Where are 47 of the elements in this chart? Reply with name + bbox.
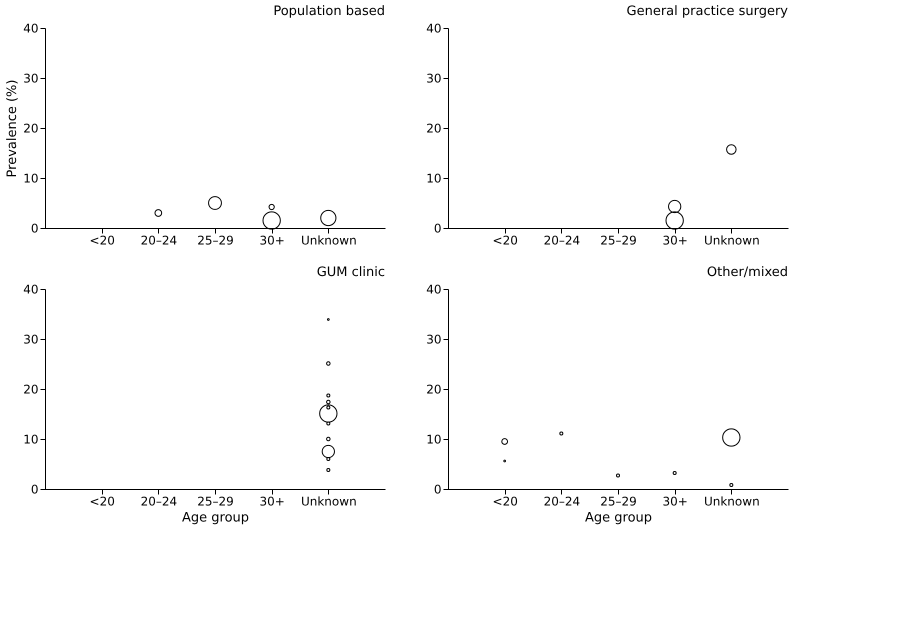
y-tick-label: 40	[426, 22, 442, 36]
x-tick-label: 30+	[662, 494, 688, 508]
x-tick-label: 30+	[260, 234, 285, 248]
y-tick-label: 10	[23, 172, 38, 186]
y-axis-title: Prevalence (%)	[5, 80, 20, 178]
y-tick-label: 40	[426, 282, 442, 296]
y-tick-label: 0	[434, 482, 442, 496]
y-tick-label: 20	[23, 122, 38, 136]
x-tick-label: Unknown	[300, 234, 357, 248]
y-tick-label: 30	[426, 332, 442, 346]
y-tick-label: 20	[23, 382, 38, 396]
y-tick-label: 0	[434, 222, 442, 236]
x-tick-label: 25–29	[600, 234, 637, 248]
y-tick-label: 20	[426, 122, 442, 136]
x-tick-label: Unknown	[300, 494, 357, 508]
x-axis-title: Age group	[182, 510, 250, 526]
x-tick-label: Unknown	[704, 234, 760, 248]
x-tick-label: 20–24	[140, 234, 178, 248]
y-tick-label: 40	[23, 22, 38, 36]
x-tick-label: 20–24	[140, 494, 178, 508]
y-tick-label: 0	[30, 482, 38, 496]
y-tick-label: 30	[23, 72, 38, 86]
x-tick-label: <20	[90, 234, 115, 248]
x-tick-label: 25–29	[197, 494, 234, 508]
chart-title: Population based	[273, 4, 385, 19]
y-tick-label: 0	[30, 222, 38, 236]
x-tick-label: 20–24	[544, 234, 580, 248]
x-tick-label: <20	[492, 494, 518, 508]
chart-title: GUM clinic	[316, 265, 385, 280]
x-tick-label: <20	[492, 234, 518, 248]
chart-title: General practice surgery	[626, 4, 788, 19]
x-tick-label: 30+	[662, 234, 688, 248]
x-tick-label: 20–24	[544, 494, 580, 508]
x-tick-label: <20	[90, 494, 115, 508]
y-tick-label: 10	[23, 432, 38, 446]
chart-title: Other/mixed	[706, 265, 788, 280]
x-axis-title: Age group	[584, 510, 652, 526]
y-tick-label: 30	[426, 72, 442, 86]
x-tick-label: Unknown	[704, 494, 760, 508]
x-tick-label: 25–29	[600, 494, 637, 508]
y-tick-label: 10	[426, 172, 442, 186]
y-tick-label: 40	[23, 282, 38, 296]
y-tick-label: 20	[426, 382, 442, 396]
y-tick-label: 10	[426, 432, 442, 446]
x-tick-label: 25–29	[197, 234, 234, 248]
y-tick-label: 30	[23, 332, 38, 346]
x-tick-label: 30+	[260, 494, 285, 508]
